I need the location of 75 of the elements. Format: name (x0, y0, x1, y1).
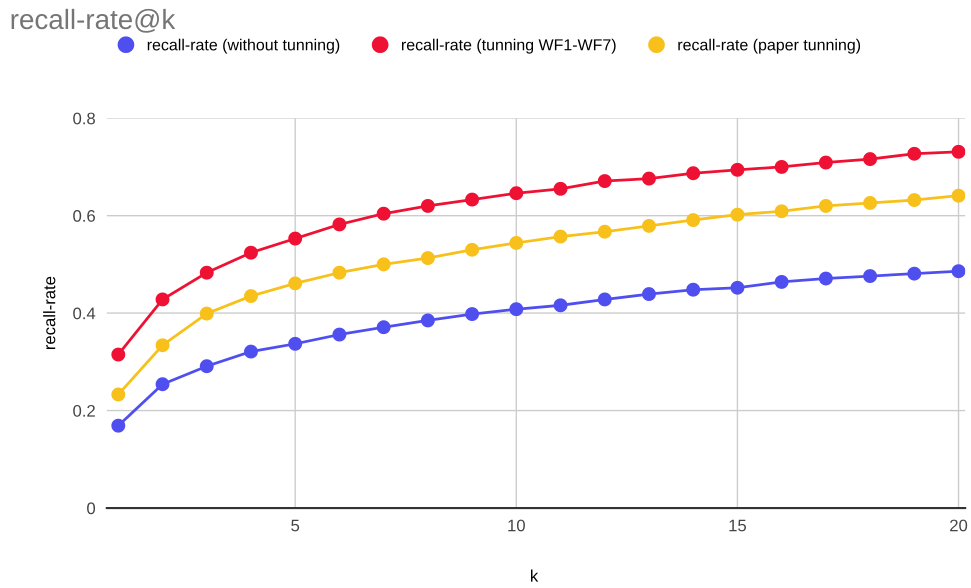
point (420, 313, 435, 328)
y-tick-label: 0 (87, 502, 96, 514)
point (244, 246, 258, 260)
point (774, 160, 789, 174)
point (730, 208, 744, 222)
point (509, 236, 524, 250)
point (863, 196, 878, 210)
point (332, 328, 346, 342)
point (686, 282, 700, 297)
point (156, 292, 170, 306)
point (686, 166, 700, 180)
point (952, 188, 966, 203)
point (554, 298, 568, 312)
point (376, 206, 391, 221)
x-tick-label: 5 (291, 520, 300, 532)
point (288, 232, 302, 246)
y-tick-label: 0.6 (73, 210, 95, 222)
point (907, 266, 922, 281)
y-tick-label: 0.2 (73, 404, 95, 417)
point (111, 418, 126, 433)
point (376, 257, 391, 272)
point (818, 198, 833, 213)
point (332, 217, 346, 232)
point (156, 377, 170, 392)
point (200, 266, 214, 280)
y-tick-label: 0.8 (73, 112, 95, 124)
point (465, 307, 480, 322)
legend-label: recall-rate (without tunning) (148, 38, 340, 54)
point (598, 174, 612, 188)
y-axis-title: recall-rate (43, 276, 56, 350)
point (730, 162, 744, 177)
point (200, 306, 214, 321)
point (420, 198, 435, 213)
point (686, 213, 700, 227)
point (863, 269, 878, 284)
point (288, 276, 302, 290)
point (244, 344, 258, 359)
point (465, 242, 480, 257)
point (863, 152, 878, 166)
point (111, 348, 126, 362)
point (774, 204, 789, 218)
chart-title: recall-rate@k (12, 8, 176, 33)
point (332, 266, 346, 280)
point (774, 274, 789, 289)
point (156, 338, 170, 352)
point (642, 218, 656, 233)
point (598, 292, 612, 306)
point (907, 193, 922, 207)
point (642, 172, 656, 186)
x-axis-title: k (531, 570, 538, 582)
point (818, 156, 833, 170)
x-tick-label: 20 (950, 520, 968, 532)
point (420, 251, 435, 265)
legend-label: recall-rate (paper tunning) (678, 38, 860, 54)
point (907, 146, 922, 161)
point (952, 264, 966, 278)
point (598, 224, 612, 239)
y-tick-label: 0.4 (73, 308, 96, 320)
point (642, 287, 656, 302)
point (952, 144, 966, 159)
x-tick-label: 10 (508, 520, 525, 532)
point (111, 388, 126, 402)
point (244, 289, 258, 303)
point (288, 336, 302, 351)
point (200, 359, 214, 374)
point (730, 280, 744, 295)
point (465, 192, 480, 207)
point (509, 186, 524, 200)
x-tick-label: 15 (729, 520, 746, 532)
point (554, 182, 568, 196)
legend-label: recall-rate (tunning WF1-WF7) (402, 38, 616, 54)
point (376, 320, 391, 334)
point (554, 230, 568, 244)
point (509, 302, 524, 316)
point (818, 272, 833, 286)
